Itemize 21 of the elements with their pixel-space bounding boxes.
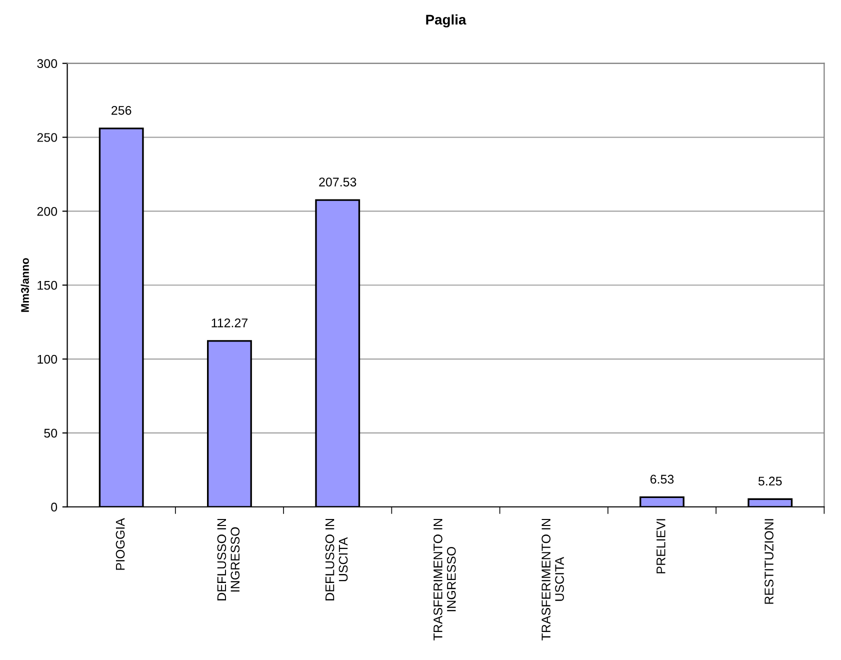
x-tick-label: PRELIEVI xyxy=(656,519,666,574)
x-tick-label: DEFLUSSO IN INGRESSO xyxy=(217,519,240,600)
y-tick-label: 300 xyxy=(37,59,58,68)
x-tick-label: PIOGGIA xyxy=(116,518,125,570)
y-axis-title: Mm3/anno xyxy=(20,258,30,312)
y-tick-label: 200 xyxy=(37,207,58,216)
x-tick-label: DEFLUSSO IN USCITA xyxy=(325,519,348,600)
x-tick-label: RESTITUZIONI xyxy=(764,519,774,604)
x-tick-label: TRASFERIMENTO IN USCITA xyxy=(542,519,564,640)
data-label: 5.25 xyxy=(758,476,782,486)
data-label: 112.27 xyxy=(212,318,248,328)
data-label: 207.53 xyxy=(319,178,356,186)
y-tick-label: 100 xyxy=(38,354,58,364)
y-tick-label: 50 xyxy=(44,428,58,438)
chart-title: Paglia xyxy=(426,14,466,28)
data-label: 256 xyxy=(112,106,132,115)
y-tick-label: 0 xyxy=(51,502,58,512)
y-tick-label: 150 xyxy=(38,280,58,290)
y-tick-label: 250 xyxy=(37,133,58,142)
x-tick-label: TRASFERIMENTO IN INGRESSO xyxy=(434,519,456,640)
data-label: 6.53 xyxy=(650,474,674,484)
